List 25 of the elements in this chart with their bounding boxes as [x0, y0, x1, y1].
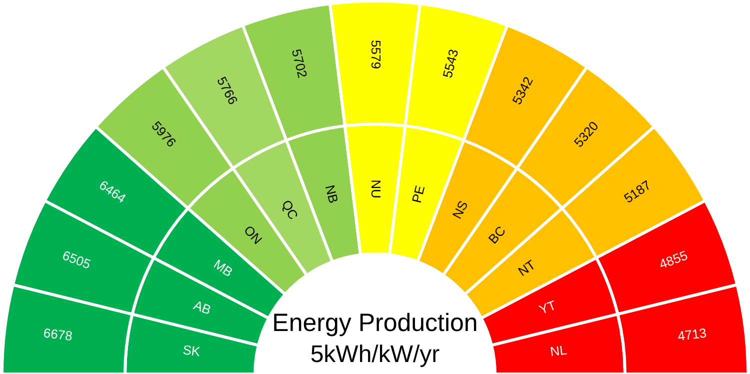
data-label: 5579: [368, 40, 384, 69]
category-label: NU: [368, 180, 384, 198]
data-label: 5342: [509, 74, 536, 107]
category-label: ON: [241, 222, 266, 248]
category-label: YT: [537, 297, 558, 318]
category-label: QC: [278, 198, 302, 222]
category-label: PE: [408, 184, 428, 204]
data-label: 6505: [60, 248, 93, 272]
data-label: 4855: [657, 248, 690, 272]
data-label: 4713: [676, 325, 708, 344]
category-label: AB: [192, 297, 214, 318]
category-label: SK: [182, 342, 202, 360]
category-label: NT: [515, 256, 538, 280]
category-label: MB: [211, 256, 236, 280]
data-label: 6678: [42, 325, 74, 344]
data-label: 5702: [288, 48, 310, 80]
text: Energy Production: [272, 309, 478, 337]
category-label: NS: [449, 198, 472, 222]
category-label: BC: [485, 223, 508, 247]
category-label: NL: [549, 342, 568, 360]
data-label: 5543: [440, 48, 462, 80]
category-label: NB: [322, 184, 342, 205]
text: 5kWh/kW/yr: [310, 341, 440, 368]
data-label: 5766: [214, 74, 241, 107]
data-label: 6464: [96, 177, 129, 206]
